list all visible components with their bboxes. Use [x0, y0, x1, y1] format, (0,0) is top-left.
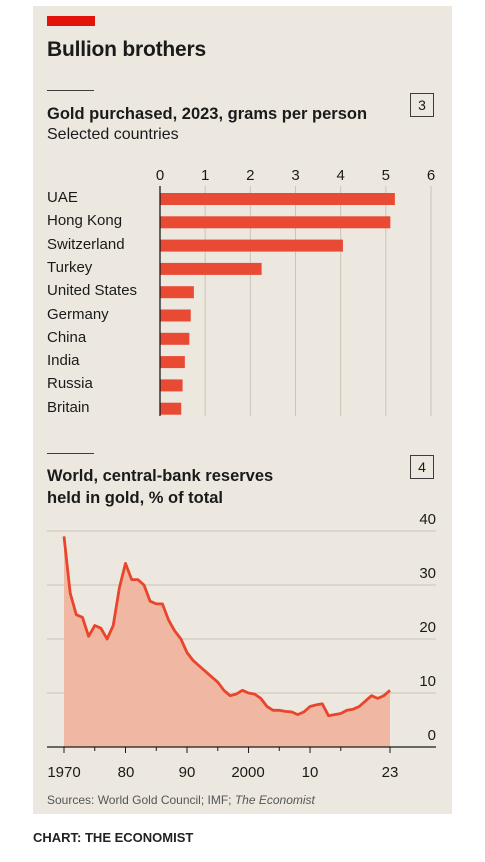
bar — [160, 309, 191, 322]
area-fill — [64, 536, 390, 747]
category-label: Switzerland — [47, 235, 125, 253]
bar — [160, 379, 183, 392]
y-tick-label: 20 — [419, 619, 436, 636]
x-tick-label: 5 — [382, 167, 390, 184]
bar — [160, 262, 262, 275]
x-tick-label: 23 — [382, 764, 399, 781]
chart4-title-line2: held in gold, % of total — [47, 489, 223, 507]
category-label: China — [47, 328, 87, 346]
y-tick-label: 0 — [428, 727, 436, 744]
chart4-rule — [47, 453, 94, 454]
bar — [160, 216, 391, 229]
x-tick-label: 2 — [246, 167, 254, 184]
category-label: India — [47, 352, 80, 370]
chart-credit: CHART: THE ECONOMIST — [33, 830, 194, 845]
y-tick-label: 10 — [419, 673, 436, 690]
x-tick-label: 1 — [201, 167, 209, 184]
x-tick-label: 0 — [156, 167, 164, 184]
x-tick-label: 80 — [118, 764, 135, 781]
category-label: UAE — [47, 189, 78, 206]
source-publication: The Economist — [234, 793, 315, 807]
x-tick-label: 90 — [179, 764, 196, 781]
x-tick-label: 10 — [302, 764, 319, 781]
bar — [160, 332, 190, 345]
category-label: Turkey — [47, 258, 93, 276]
bar — [160, 193, 395, 205]
chart3-title: Gold purchased, 2023, grams per person — [47, 105, 368, 123]
source-note: Sources: World Gold Council; IMF; The Ec… — [47, 793, 315, 807]
page-title: Bullion brothers — [47, 38, 206, 61]
bar — [160, 402, 182, 415]
category-label: Germany — [47, 305, 109, 323]
series-line — [62, 536, 391, 718]
x-tick-label: 2000 — [231, 764, 264, 781]
bar — [160, 286, 194, 299]
chart4-number: 4 — [410, 455, 434, 479]
y-tick-label: 30 — [419, 565, 436, 582]
chart4-title-line1: World, central-bank reserves — [47, 467, 274, 485]
x-tick-label: 1970 — [47, 764, 80, 781]
chart3-number: 3 — [410, 93, 434, 117]
category-label: United States — [47, 282, 138, 300]
chart3-subtitle: Selected countries — [47, 126, 179, 143]
category-label: Hong Kong — [47, 212, 123, 230]
accent-bar — [47, 16, 95, 26]
y-tick-label: 40 — [419, 511, 436, 528]
category-label: Britain — [47, 398, 90, 416]
bar — [160, 356, 185, 369]
source-prefix: Sources: World Gold Council; IMF; — [47, 793, 235, 807]
category-label: Russia — [47, 375, 93, 393]
x-tick-label: 3 — [291, 167, 299, 184]
x-tick-label: 4 — [336, 167, 344, 184]
bar — [160, 239, 343, 252]
chart3-rule — [47, 90, 94, 91]
x-tick-label: 6 — [427, 167, 435, 184]
